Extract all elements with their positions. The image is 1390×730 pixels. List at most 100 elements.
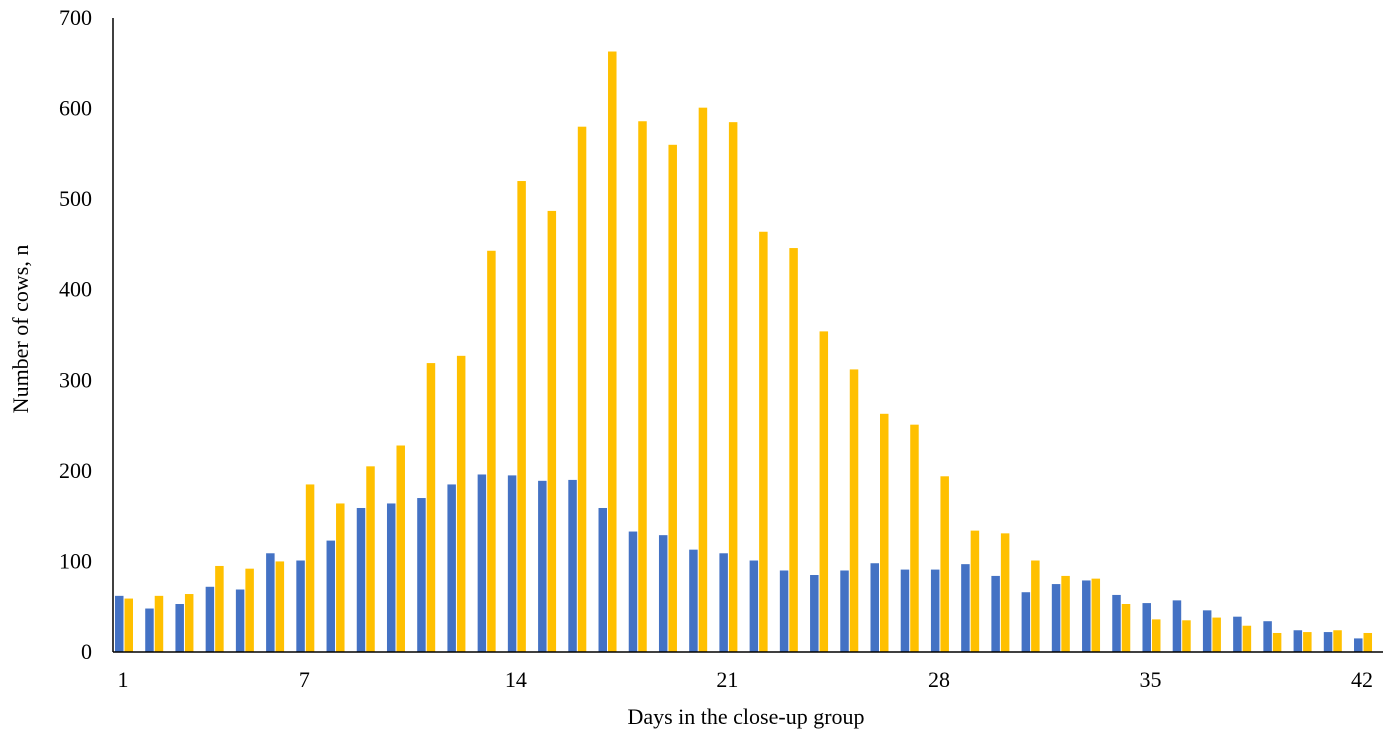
bar-series2-day-32 [1061, 575, 1070, 652]
bar-series2-day-4 [215, 565, 224, 652]
bar-series1-day-20 [689, 549, 698, 652]
y-tick-label: 200 [59, 458, 92, 483]
bar-series2-day-23 [789, 248, 798, 653]
x-tick-label: 21 [716, 667, 738, 692]
bar-series2-day-31 [1031, 560, 1040, 652]
bar-series1-day-37 [1202, 610, 1212, 652]
bar-series1-day-16 [568, 479, 577, 652]
y-axis-title: Number of cows, n [8, 245, 33, 414]
bar-series1-day-40 [1293, 630, 1303, 652]
bar-series1-day-7 [296, 560, 305, 652]
bar-series1-day-38 [1233, 616, 1242, 652]
bar-series2-day-9 [366, 466, 375, 652]
bar-series2-day-33 [1091, 578, 1101, 652]
bar-series1-day-2 [145, 608, 154, 652]
bar-series1-day-41 [1323, 632, 1333, 652]
bar-series1-day-8 [326, 540, 336, 652]
bar-series2-day-41 [1333, 630, 1342, 652]
bar-series2-day-39 [1272, 632, 1282, 652]
bars-group [115, 51, 1373, 653]
bar-series2-day-29 [970, 530, 980, 652]
bar-series1-day-15 [538, 480, 547, 652]
bar-series2-day-15 [547, 210, 557, 653]
bar-series2-day-10 [396, 445, 405, 652]
bar-series2-day-2 [154, 595, 164, 652]
bar-series2-day-16 [577, 126, 587, 652]
bar-series1-day-13 [477, 474, 487, 652]
bar-series1-day-27 [900, 569, 910, 652]
bar-series1-day-22 [749, 560, 759, 652]
y-tick-label: 300 [59, 367, 92, 392]
x-tick-label: 14 [505, 667, 527, 692]
bar-series2-day-7 [305, 484, 315, 652]
bar-series2-day-18 [638, 121, 647, 652]
bar-series1-day-31 [1021, 592, 1031, 652]
y-tick-label: 700 [59, 5, 92, 30]
bar-series1-day-28 [930, 569, 940, 652]
bar-series1-day-14 [507, 475, 517, 652]
bar-series2-day-12 [456, 355, 466, 652]
bar-series1-day-19 [658, 535, 668, 652]
bar-series2-day-26 [880, 413, 889, 652]
bar-series2-day-30 [1000, 533, 1010, 652]
bar-series2-day-36 [1182, 620, 1191, 652]
bar-series2-day-37 [1212, 617, 1221, 652]
bar-series1-day-3 [175, 604, 184, 652]
bar-series1-day-1 [115, 595, 124, 652]
bar-series2-day-24 [819, 331, 829, 652]
bar-series2-day-40 [1303, 632, 1312, 652]
bar-series1-day-24 [810, 575, 819, 652]
bar-series2-day-11 [426, 363, 436, 652]
y-tick-label: 500 [59, 186, 92, 211]
bar-series2-day-28 [940, 476, 949, 652]
x-axis-title: Days in the close-up group [627, 704, 864, 729]
bar-series1-day-5 [235, 589, 245, 652]
bar-series2-day-1 [124, 598, 133, 652]
bar-series2-day-38 [1242, 625, 1252, 652]
bar-series1-day-36 [1172, 600, 1182, 652]
bar-series1-day-42 [1354, 638, 1363, 652]
bar-series2-day-13 [487, 250, 496, 652]
bar-series2-day-34 [1121, 604, 1131, 652]
bar-series1-day-17 [598, 507, 608, 652]
x-tick-label: 1 [118, 667, 129, 692]
bar-series1-day-11 [417, 498, 426, 652]
bar-series1-day-32 [1051, 584, 1061, 652]
bar-series2-day-5 [245, 568, 254, 652]
x-axis-ticks: 1 7 14 21 28 35 42 [118, 667, 1374, 692]
bar-series2-day-17 [608, 51, 617, 652]
bar-series2-day-35 [1151, 619, 1161, 652]
bar-series1-day-25 [840, 570, 849, 652]
bar-series2-day-14 [517, 181, 526, 652]
bar-series1-day-4 [205, 586, 215, 652]
y-axis-ticks: 0 100 200 300 400 500 600 700 [59, 5, 92, 664]
bar-series2-day-8 [336, 503, 345, 652]
y-tick-label: 600 [59, 96, 92, 121]
bar-series1-day-33 [1082, 580, 1091, 652]
bar-series2-day-42 [1363, 632, 1373, 652]
x-tick-label: 35 [1139, 667, 1161, 692]
bar-series2-day-21 [728, 122, 738, 652]
bar-series2-day-3 [184, 594, 194, 652]
bar-series1-day-26 [870, 563, 879, 652]
bar-series1-day-6 [266, 553, 275, 652]
bar-series1-day-29 [961, 564, 970, 652]
bar-series1-day-21 [719, 553, 728, 652]
x-tick-label: 7 [299, 667, 310, 692]
y-tick-label: 400 [59, 277, 92, 302]
bar-series1-day-10 [386, 503, 396, 652]
bar-series1-day-12 [447, 484, 456, 652]
bar-series2-day-27 [910, 424, 919, 652]
bar-series2-day-19 [668, 144, 677, 653]
y-tick-label: 100 [59, 548, 92, 573]
bar-series1-day-9 [356, 507, 366, 652]
x-tick-label: 28 [928, 667, 950, 692]
x-tick-label: 42 [1351, 667, 1373, 692]
bar-series1-day-23 [779, 570, 789, 652]
bar-series1-day-18 [628, 531, 638, 652]
bar-series2-day-22 [759, 231, 768, 652]
bar-series1-day-39 [1263, 621, 1272, 652]
y-tick-label: 0 [81, 639, 92, 664]
bar-series1-day-30 [991, 575, 1000, 652]
